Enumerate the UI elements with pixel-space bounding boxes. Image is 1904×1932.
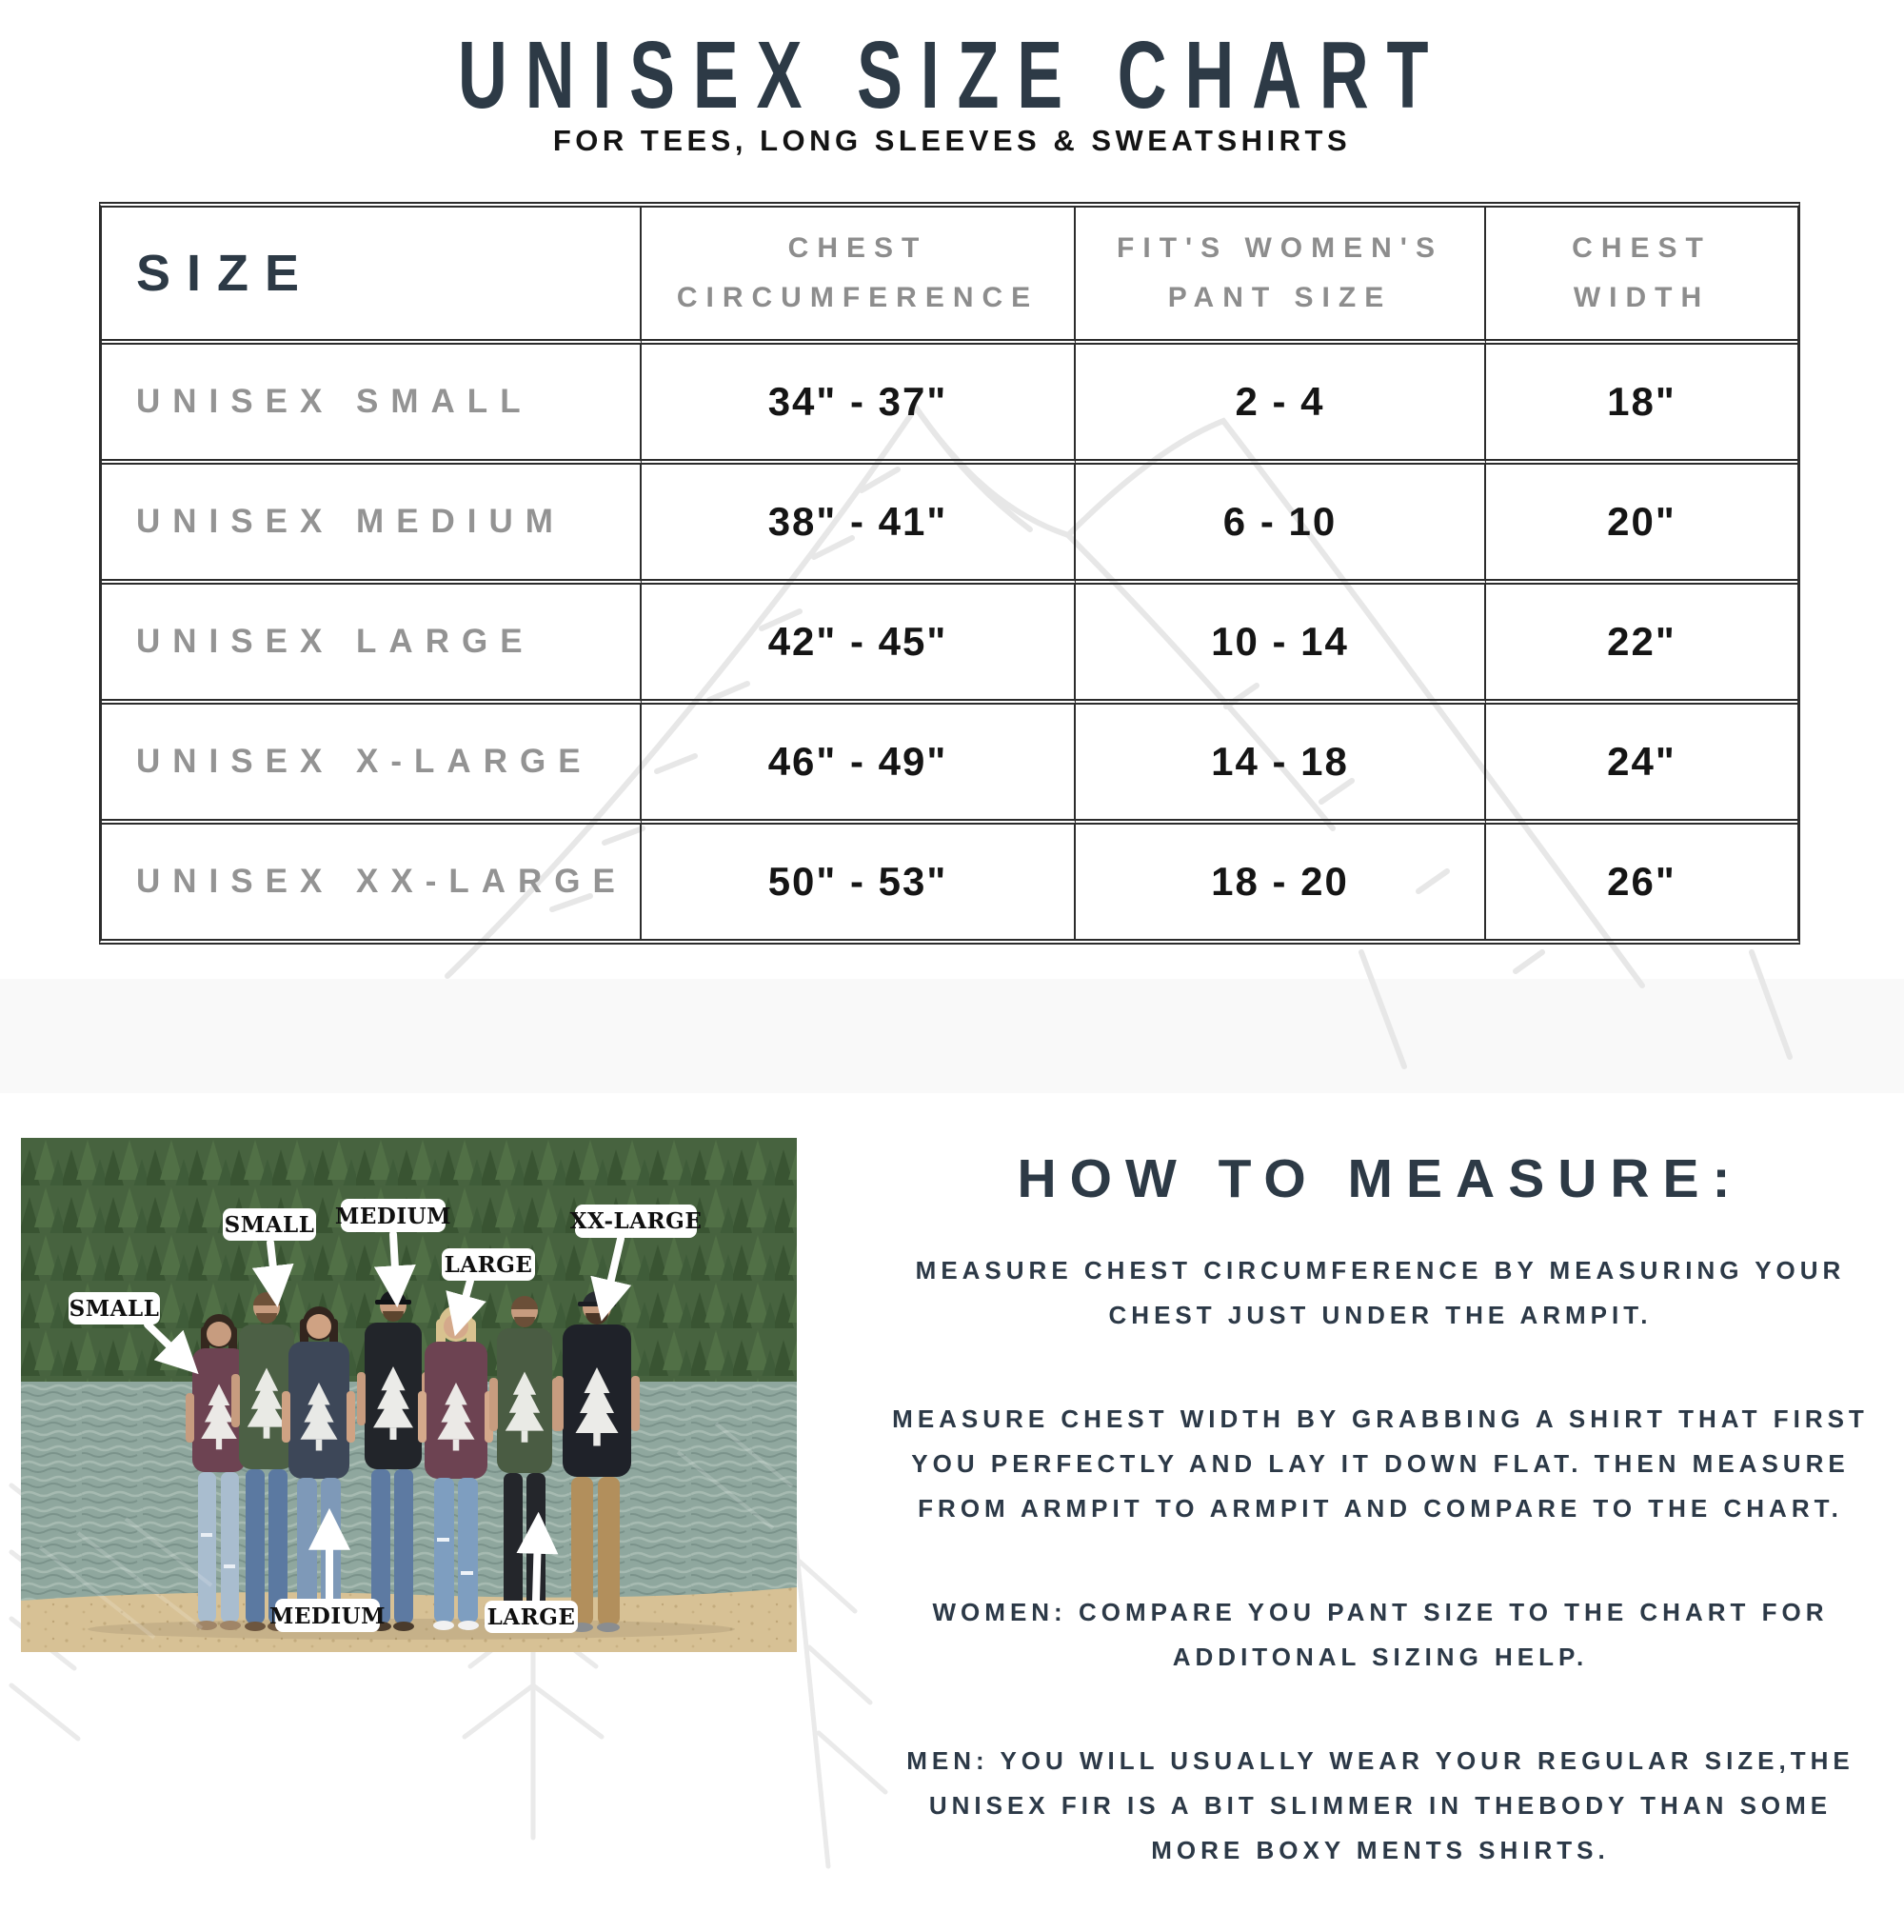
header-chest-circumference: CHEST CIRCUMFERENCE bbox=[642, 208, 1076, 345]
label-arrow bbox=[144, 1321, 199, 1375]
size-cell: UNISEX MEDIUM bbox=[102, 465, 642, 585]
label-arrow bbox=[446, 1277, 486, 1337]
chest-circumference-cell: 42" - 45" bbox=[642, 585, 1076, 705]
chest-width-cell: 24" bbox=[1486, 705, 1797, 825]
table-header-row: SIZE CHEST CIRCUMFERENCE FIT'S WOMEN'S P… bbox=[102, 208, 1797, 345]
pant-size-cell: 2 - 4 bbox=[1076, 345, 1486, 465]
measure-paragraph-men: MEN: YOU WILL USUALLY WEAR YOUR REGULAR … bbox=[906, 1746, 1854, 1864]
measure-paragraph-women: WOMEN: COMPARE YOU PANT SIZE TO THE CHAR… bbox=[932, 1598, 1829, 1671]
header-pant-size: FIT'S WOMEN'S PANT SIZE bbox=[1076, 208, 1486, 345]
size-cell: UNISEX X-LARGE bbox=[102, 705, 642, 825]
table-row-xx-large: UNISEX XX-LARGE 50" - 53" 18 - 20 26" bbox=[102, 825, 1797, 939]
measure-paragraph-chest-width: MEASURE CHEST WIDTH BY GRABBING A SHIRT … bbox=[892, 1404, 1869, 1523]
pant-size-cell: 10 - 14 bbox=[1076, 585, 1486, 705]
size-label-xxlarge-top: XX-LARGE bbox=[570, 1205, 703, 1322]
photo-watermark-hatch bbox=[38, 1422, 794, 1640]
chest-circumference-cell: 38" - 41" bbox=[642, 465, 1076, 585]
photo-size-labels: SMALL SMALL MEDIUM LARGE bbox=[69, 1199, 702, 1633]
page-header: UNISEX SIZE CHART bbox=[0, 21, 1904, 130]
pant-size-cell: 18 - 20 bbox=[1076, 825, 1486, 939]
size-label-large-top: LARGE bbox=[442, 1248, 535, 1337]
person-xxlarge-man bbox=[555, 1291, 640, 1632]
chest-circumference-cell: 50" - 53" bbox=[642, 825, 1076, 939]
chest-width-cell: 26" bbox=[1607, 859, 1676, 904]
size-label-text: LARGE bbox=[445, 1252, 533, 1278]
how-to-measure-section: HOW TO MEASURE: MEASURE CHEST CIRCUMFERE… bbox=[885, 1147, 1875, 1932]
size-label-text: XX-LARGE bbox=[570, 1208, 703, 1234]
size-label-text: LARGE bbox=[487, 1604, 576, 1630]
pant-size-cell: 14 - 18 bbox=[1076, 705, 1486, 825]
group-photo: SMALL SMALL MEDIUM LARGE bbox=[21, 1138, 797, 1652]
page-subtitle: FOR TEES, LONG SLEEVES & SWEATSHIRTS bbox=[552, 124, 1352, 157]
size-label-medium-bottom: MEDIUM bbox=[269, 1507, 386, 1632]
table-row-large: UNISEX LARGE 42" - 45" 10 - 14 22" bbox=[102, 585, 1797, 705]
label-arrow bbox=[251, 1239, 294, 1308]
watermark-band bbox=[0, 979, 1904, 1093]
how-to-measure-heading: HOW TO MEASURE: bbox=[1017, 1148, 1744, 1209]
label-arrow bbox=[373, 1230, 416, 1308]
header-chest-width: CHEST WIDTH bbox=[1486, 208, 1797, 345]
chest-width-cell: 18" bbox=[1486, 345, 1797, 465]
size-label-large-bottom: LARGE bbox=[485, 1511, 578, 1633]
chest-width-cell: 20" bbox=[1486, 465, 1797, 585]
size-cell: UNISEX SMALL bbox=[102, 345, 642, 465]
size-label-text: MEDIUM bbox=[335, 1204, 451, 1229]
person-small-woman bbox=[186, 1314, 252, 1630]
size-label-small-top: SMALL bbox=[223, 1208, 316, 1308]
chest-width-cell: 22" bbox=[1486, 585, 1797, 705]
size-label-text: SMALL bbox=[69, 1296, 160, 1322]
header-size: SIZE bbox=[102, 208, 642, 345]
chest-circumference-cell: 34" - 37" bbox=[642, 345, 1076, 465]
mountain-sketch bbox=[445, 402, 1793, 1069]
measure-paragraph-chest-circumference: MEASURE CHEST CIRCUMFERENCE BY MEASURING… bbox=[915, 1256, 1846, 1329]
size-cell: UNISEX LARGE bbox=[102, 585, 642, 705]
pant-size-cell: 6 - 10 bbox=[1076, 465, 1486, 585]
size-label-medium-top: MEDIUM bbox=[335, 1199, 451, 1308]
chest-circumference-cell: 46" - 49" bbox=[642, 705, 1076, 825]
label-arrow bbox=[590, 1235, 632, 1322]
table-row-small: UNISEX SMALL 34" - 37" 2 - 4 18" bbox=[102, 345, 1797, 465]
table-row-medium: UNISEX MEDIUM 38" - 41" 6 - 10 20" bbox=[102, 465, 1797, 585]
table-row-x-large: UNISEX X-LARGE 46" - 49" 14 - 18 24" bbox=[102, 705, 1797, 825]
page-title: UNISEX SIZE CHART bbox=[457, 22, 1447, 129]
size-label-small-left: SMALL bbox=[69, 1292, 199, 1375]
size-label-text: MEDIUM bbox=[269, 1603, 386, 1629]
size-cell: UNISEX XX-LARGE bbox=[102, 825, 642, 939]
label-arrow bbox=[516, 1511, 559, 1604]
size-label-text: SMALL bbox=[225, 1212, 315, 1238]
size-table: SIZE CHEST CIRCUMFERENCE FIT'S WOMEN'S P… bbox=[99, 202, 1800, 945]
people-group bbox=[186, 1290, 640, 1632]
